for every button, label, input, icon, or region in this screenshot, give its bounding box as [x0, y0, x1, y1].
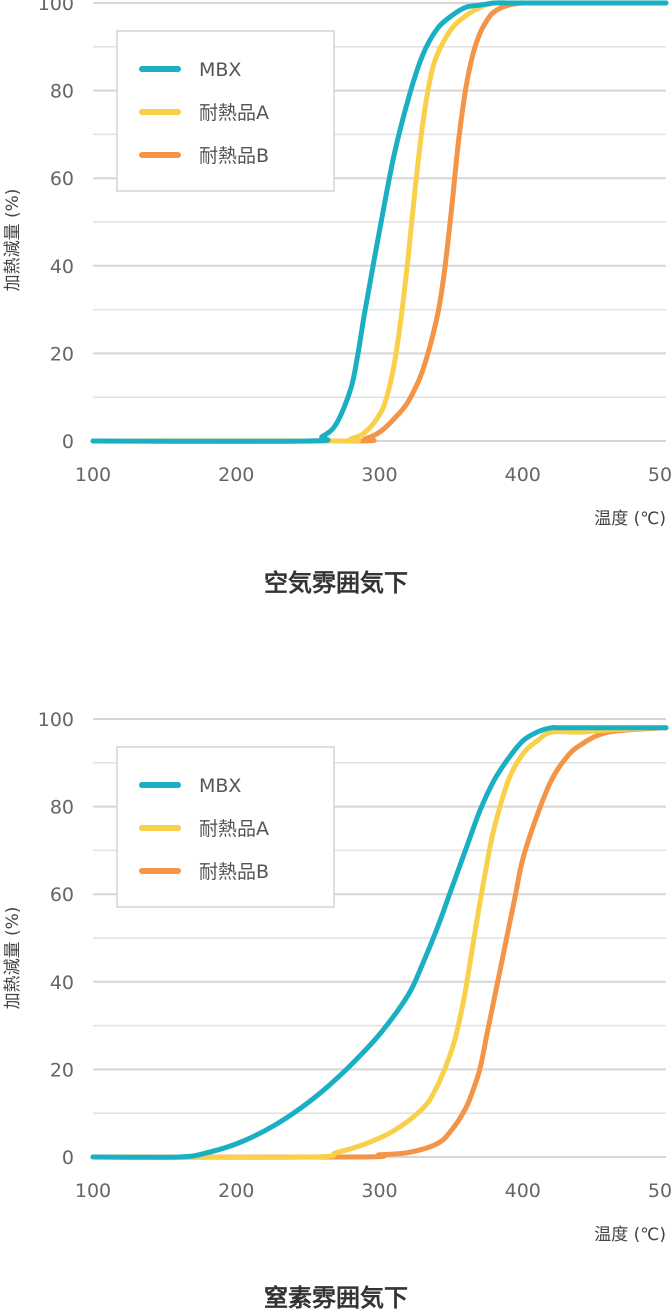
y-tick-label: 80 — [50, 797, 74, 819]
legend-label: 耐熱品B — [199, 145, 269, 167]
chart-1: 0 20 40 60 80 100 100 200 300 400 500 温度 (℃) 加熱減量 (%… — [3, 0, 672, 597]
x-tick-label: 300 — [361, 464, 397, 486]
x-tick-label: 200 — [218, 464, 254, 486]
x-tick-label: 100 — [75, 1180, 111, 1202]
x-tick-label: 100 — [75, 464, 111, 486]
chart-caption: 窒素雰囲気下 — [264, 1284, 408, 1312]
series-line-2 — [90, 725, 669, 1160]
chart-caption: 空気雰囲気下 — [264, 569, 408, 597]
legend-label: 耐熱品A — [199, 102, 269, 124]
legend-label: 耐熱品A — [199, 818, 269, 840]
series-line-3 — [90, 725, 669, 1160]
y-tick-label: 20 — [50, 343, 74, 365]
y-tick-label: 60 — [50, 168, 74, 190]
y-tick-label: 60 — [50, 884, 74, 906]
x-axis-title: 温度 (℃) — [594, 1225, 666, 1245]
series-line-1 — [90, 724, 669, 1160]
y-tick-label: 100 — [38, 709, 74, 731]
series-line-1 — [90, 0, 669, 444]
legend: MBX 耐熱品A 耐熱品B — [116, 30, 335, 192]
legend-box — [116, 746, 335, 908]
x-axis-title: 温度 (℃) — [594, 509, 666, 529]
x-tick-label: 500 — [648, 1180, 672, 1202]
x-tick-label: 400 — [505, 464, 541, 486]
y-tick-label: 100 — [38, 0, 74, 15]
x-tick-label: 400 — [505, 1180, 541, 1202]
legend: MBX 耐熱品A 耐熱品B — [116, 746, 335, 908]
y-tick-label: 20 — [50, 1059, 74, 1081]
x-tick-label: 200 — [218, 1180, 254, 1202]
y-tick-label: 40 — [50, 256, 74, 278]
y-axis-title: 加熱減量 (%) — [3, 907, 23, 1010]
x-tick-label: 300 — [361, 1180, 397, 1202]
legend-label: MBX — [199, 775, 241, 797]
y-axis-title: 加熱減量 (%) — [3, 189, 23, 292]
y-tick-label: 0 — [62, 431, 74, 453]
y-tick-label: 40 — [50, 972, 74, 994]
x-tick-label: 500 — [648, 464, 672, 486]
legend-label: 耐熱品B — [199, 861, 269, 883]
y-tick-label: 0 — [62, 1147, 74, 1169]
legend-label: MBX — [199, 59, 241, 81]
chart-2: 0 20 40 60 80 100 100 200 300 400 500 温度 (℃) 加熱減量 (%… — [3, 709, 672, 1312]
y-tick-label: 80 — [50, 81, 74, 103]
